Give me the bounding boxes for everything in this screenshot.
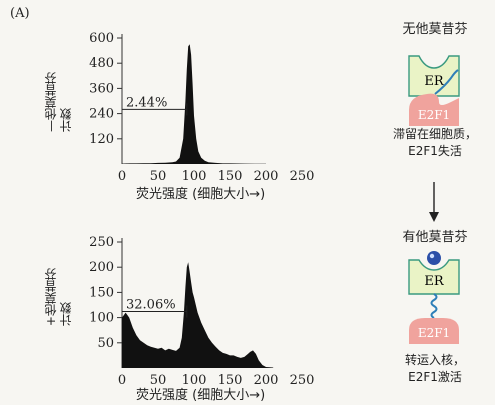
x-tick-label: 200 (254, 169, 279, 184)
histogram-1: 120 240 360 480 600 0 50 100 150 200 250 2.44% (89, 31, 315, 184)
er-box-bottom (408, 259, 460, 295)
schematic-top-caption: 滞留在细胞质， E2F1失活 (385, 126, 485, 160)
x-tick-label: 200 (254, 373, 279, 388)
x-tick-label: 100 (182, 169, 207, 184)
x-tick-label: 150 (218, 373, 243, 388)
e2f1-box-top (409, 93, 459, 126)
histogram-2: 50 100 150 200 250 0 50 100 150 200 250 32.06% (89, 235, 315, 388)
er-label-top: ER (424, 74, 444, 89)
y-tick-label: 150 (89, 285, 114, 300)
hist2-xlabel: 荧光强度 (细胞大小→) (136, 388, 266, 403)
x-tick-label: 250 (290, 373, 315, 388)
e2f1-label-top: E2F1 (418, 108, 450, 122)
gate-percent-label: 32.06% (126, 298, 176, 313)
e2f1-box-bottom (409, 318, 459, 344)
er-label-bottom: ER (424, 274, 444, 289)
schematic-top-caption-line2: E2F1失活 (408, 144, 462, 158)
linker-bottom (430, 293, 438, 319)
x-tick-label: 50 (150, 169, 167, 184)
arrow-down-icon (429, 182, 439, 222)
schematic-bottom-diagram: ER E2F1 (408, 251, 460, 344)
y-tick-label: 240 (89, 107, 114, 122)
y-tick-label: 200 (89, 260, 114, 275)
y-tick-label: 120 (89, 132, 114, 147)
panel-label: (A) (10, 6, 30, 21)
linker-top (434, 69, 459, 95)
x-tick-label: 100 (182, 373, 207, 388)
histogram-area (122, 44, 266, 164)
er-box-top (408, 55, 460, 97)
schematic-bottom-caption: 转运入核， E2F1激活 (385, 352, 485, 386)
gate-percent-label: 2.44% (126, 95, 167, 110)
tamoxifen-highlight (429, 253, 435, 259)
y-tick-label: 100 (89, 311, 114, 326)
y-tick-label: 50 (97, 336, 114, 351)
histogram-area (122, 262, 274, 368)
x-tick-label: 250 (290, 169, 315, 184)
schematic-bottom-caption-line2: E2F1激活 (408, 370, 462, 384)
schematic-top-caption-line1: 滞留在细胞质， (392, 127, 477, 141)
y-tick-label: 480 (89, 56, 114, 71)
hist1-xlabel: 荧光强度 (细胞大小→) (136, 187, 266, 202)
y-tick-label: 360 (89, 81, 114, 96)
x-tick-label: 0 (118, 373, 126, 388)
e2f1-label-bottom: E2F1 (418, 326, 450, 340)
x-tick-label: 0 (118, 169, 126, 184)
y-tick-label: 600 (89, 31, 114, 46)
schematic-bottom-title: 有他莫昔芬 (402, 230, 468, 245)
schematic-bottom-caption-line1: 转运入核， (404, 353, 465, 367)
schematic-top-diagram: ER E2F1 (408, 55, 460, 126)
schematic-top-title: 无他莫昔芬 (402, 22, 468, 37)
y-tick-label: 250 (89, 235, 114, 250)
hist1-ylabel-line1: —他莫昔芬 (44, 72, 58, 132)
x-tick-label: 150 (218, 169, 243, 184)
hist2-ylabel-line1: +他莫昔芬 (44, 268, 58, 327)
tamoxifen-ball-icon (427, 251, 441, 265)
x-tick-label: 50 (150, 373, 167, 388)
